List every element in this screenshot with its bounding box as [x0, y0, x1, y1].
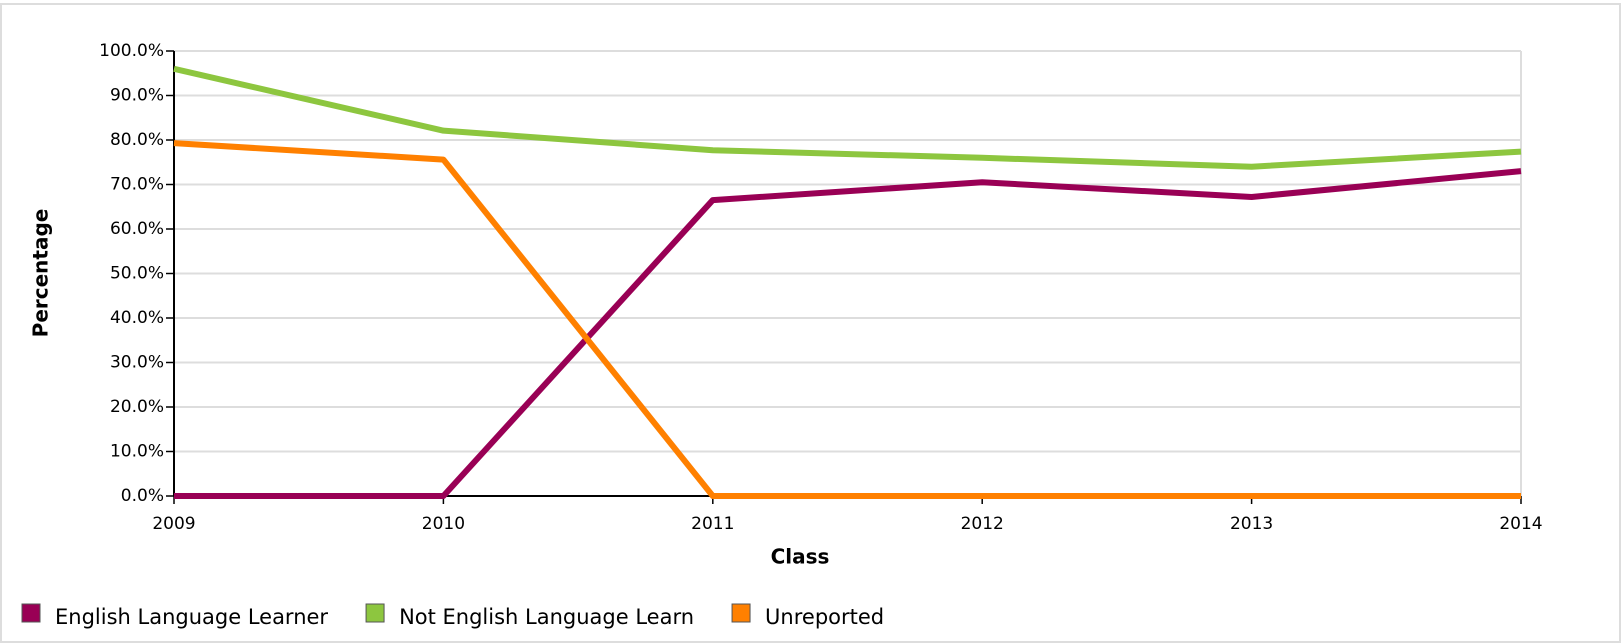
x-tick-label: 2014 [1499, 514, 1542, 534]
legend-swatch [365, 603, 385, 623]
legend-text: English Language Learner [55, 605, 328, 629]
series-line [173, 65, 1522, 170]
x-tick-label: 2010 [422, 514, 465, 534]
y-axis-title: Percentage [29, 209, 53, 338]
y-tick-label: 40.0% [110, 308, 164, 328]
legend-swatch [21, 603, 41, 623]
y-tick-label: 10.0% [110, 442, 164, 462]
y-tick-label: 20.0% [110, 397, 164, 417]
x-axis-title: Class [771, 545, 830, 569]
y-tick-label: 80.0% [110, 130, 164, 150]
legend-text: Unreported [765, 605, 884, 629]
y-tick-label: 60.0% [110, 219, 164, 239]
y-tick-label: 100.0% [99, 41, 164, 61]
series-line [174, 168, 1522, 499]
y-tick-label: 90.0% [110, 86, 164, 106]
y-tick-label: 70.0% [110, 175, 164, 195]
chart-frame [0, 3, 1621, 643]
x-tick-label: 2013 [1230, 514, 1273, 534]
series-line [173, 140, 1521, 499]
legend-text: Not English Language Learn [399, 605, 694, 629]
x-tick-label: 2009 [152, 514, 195, 534]
x-tick-label: 2011 [691, 514, 734, 534]
legend-swatch [731, 603, 751, 623]
y-tick-label: 0.0% [121, 486, 164, 506]
y-tick-label: 30.0% [110, 353, 164, 373]
x-tick-label: 2012 [961, 514, 1004, 534]
y-tick-label: 50.0% [110, 264, 164, 284]
